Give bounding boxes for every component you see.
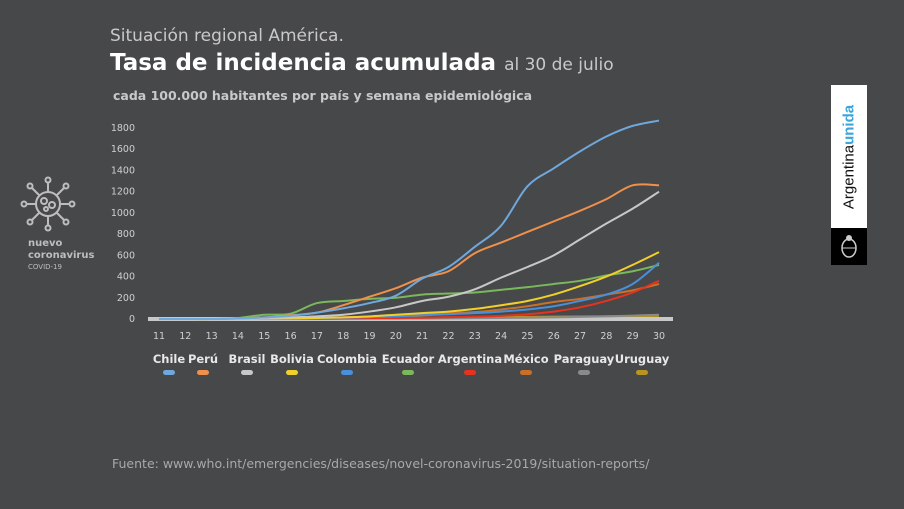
x-tick-label: 26: [548, 331, 560, 342]
logo-line3: COVID-19: [28, 263, 62, 271]
logo-line2: coronavirus: [28, 250, 95, 261]
title-text: Tasa de incidencia acumulada: [110, 50, 497, 76]
legend-swatch: [636, 370, 648, 375]
x-tick-label: 29: [627, 331, 639, 342]
logo-line1: nuevo: [28, 238, 63, 249]
subtitle: cada 100.000 habitantes por país y seman…: [113, 88, 533, 103]
title-date: al 30 de julio: [504, 55, 614, 75]
legend-swatch: [286, 370, 298, 375]
series-line-colombia: [158, 261, 660, 321]
y-tick-label: 1000: [111, 208, 135, 219]
x-tick-label: 30: [653, 331, 665, 342]
series-line-ecuador: [158, 263, 660, 321]
x-tick-label: 11: [153, 331, 165, 342]
y-tick-label: 800: [117, 229, 135, 240]
y-tick-label: 1600: [111, 144, 135, 155]
page-title: Tasa de incidencia acumulada al 30 de jul…: [110, 50, 614, 76]
legend-label: Perú: [188, 352, 218, 366]
x-tick-label: 13: [206, 331, 218, 342]
series-line-bolivia: [158, 251, 660, 321]
legend-label: México: [503, 352, 548, 366]
x-tick-label: 16: [285, 331, 297, 342]
legend-label: Paraguay: [554, 352, 615, 366]
legend-label: Bolivia: [270, 352, 314, 366]
x-tick-label: 22: [442, 331, 454, 342]
x-tick-label: 12: [179, 331, 191, 342]
coronavirus-icon: [20, 176, 76, 232]
legend-swatch: [341, 370, 353, 375]
x-tick-label: 19: [363, 331, 375, 342]
y-tick-label: 1800: [111, 123, 135, 134]
x-tick-label: 21: [416, 331, 428, 342]
legend-swatch: [241, 370, 253, 375]
legend-label: Brasil: [229, 352, 266, 366]
legend-swatch: [197, 370, 209, 375]
y-tick-label: 1200: [111, 187, 135, 198]
supertitle: Situación regional América.: [110, 26, 344, 46]
y-tick-label: 200: [117, 293, 135, 304]
x-tick-label: 15: [258, 331, 270, 342]
legend-swatch: [464, 370, 476, 375]
legend-label: Uruguay: [615, 352, 670, 366]
coat-of-arms-icon: [831, 228, 867, 265]
x-tick-label: 18: [337, 331, 349, 342]
logo-text: nuevo coronavirus: [28, 238, 94, 262]
x-tick-label: 25: [521, 331, 533, 342]
x-tick-label: 20: [390, 331, 402, 342]
y-tick-label: 0: [129, 314, 135, 325]
x-tick-label: 17: [311, 331, 323, 342]
x-tick-label: 23: [469, 331, 481, 342]
legend-swatch: [578, 370, 590, 375]
legend-label: Colombia: [317, 352, 377, 366]
x-tick-label: 24: [495, 331, 507, 342]
series-line-chile: [158, 119, 660, 321]
argentina-unida-logo: Argentinaunida: [831, 85, 867, 228]
legend-label: Chile: [153, 352, 186, 366]
legend-label: Ecuador: [382, 352, 435, 366]
legend-label: Argentina: [438, 352, 502, 366]
legend-swatch: [402, 370, 414, 375]
x-tick-label: 28: [600, 331, 612, 342]
legend-swatch: [520, 370, 532, 375]
y-tick-label: 1400: [111, 165, 135, 176]
x-tick-label: 14: [232, 331, 244, 342]
y-tick-label: 600: [117, 250, 135, 261]
source-text: Fuente: www.who.int/emergencies/diseases…: [112, 456, 650, 471]
x-tick-label: 27: [574, 331, 586, 342]
legend-swatch: [163, 370, 175, 375]
y-tick-label: 400: [117, 272, 135, 283]
